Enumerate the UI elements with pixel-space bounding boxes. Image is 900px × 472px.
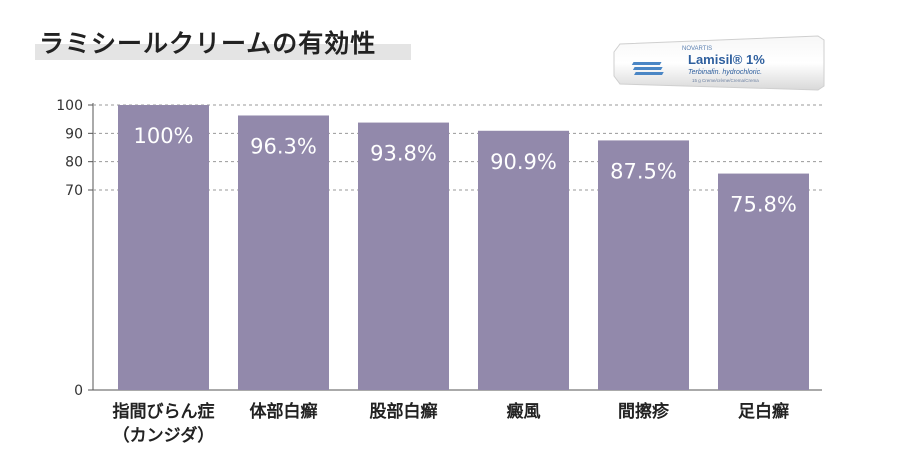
bar [118, 105, 209, 390]
category-label: 指間びらん症 [113, 401, 215, 422]
category-label: 足白癬 [738, 401, 789, 422]
bar [598, 140, 689, 390]
product-subtitle: Terbinafin. hydrochloric. [688, 69, 762, 76]
data-label: 90.9% [490, 150, 557, 174]
data-label: 93.8% [370, 142, 437, 166]
bar [238, 115, 329, 390]
data-label: 87.5% [610, 159, 677, 183]
y-tick-label: 90 [65, 126, 83, 142]
bar-layer [118, 105, 809, 391]
product-name: Lamisil® 1% [688, 52, 765, 67]
grid-layer [88, 103, 822, 391]
y-tick-label: 70 [65, 183, 83, 199]
product-tube-image: NOVARTIS Lamisil® 1% Terbinafin. hydroch… [613, 35, 825, 91]
category-label: （カンジダ） [113, 425, 215, 446]
y-tick-label: 100 [56, 98, 83, 114]
product-logo-stripes-icon [631, 62, 664, 75]
category-label: 体部白癬 [250, 401, 318, 422]
chart-title: ラミシールクリームの有効性 [39, 29, 377, 58]
bar [358, 122, 449, 391]
data-label: 100% [133, 124, 193, 148]
y-tick-label: 80 [65, 155, 83, 171]
bar [478, 130, 569, 391]
data-label: 96.3% [250, 134, 317, 158]
category-label: 癜風 [507, 401, 541, 422]
title-underline [35, 44, 411, 60]
y-tick-label: 0 [74, 383, 83, 399]
label-layer: 0 70 80 90 100 100% 指間びらん症 （カンジダ） 96.3% 体部白癬 93.8%… [56, 98, 797, 446]
category-label: 股部白癬 [370, 401, 438, 422]
product-fineprint: 15 g Creme/crème/Crema/Crema [692, 78, 759, 83]
data-label: 75.8% [730, 193, 797, 217]
category-label: 間擦疹 [618, 401, 670, 422]
product-brand: NOVARTIS [682, 46, 712, 52]
bar [718, 173, 809, 390]
title-block: ラミシールクリームの有効性 [35, 24, 411, 62]
